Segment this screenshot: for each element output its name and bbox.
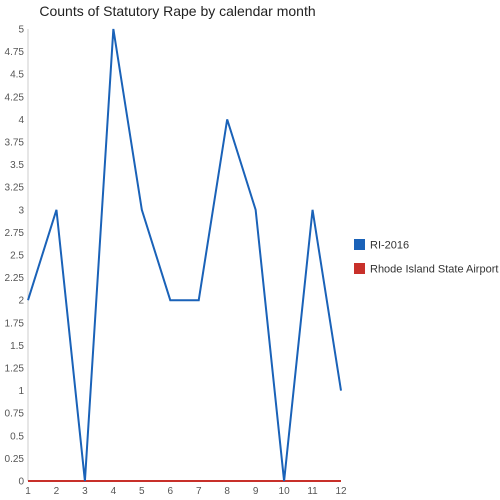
y-tick-label: 0.25 <box>5 454 25 465</box>
series-line-ri-2016 <box>27 28 342 482</box>
y-tick-label: 1.25 <box>5 364 25 375</box>
y-tick-label: 0.75 <box>5 409 25 420</box>
y-tick-label: 3.75 <box>5 138 25 149</box>
x-axis-ticks: 1 2 3 4 5 6 7 8 9 10 11 12 <box>25 486 347 497</box>
y-tick-label: 2 <box>18 296 24 307</box>
x-tick-label: 11 <box>307 486 318 497</box>
x-tick-label: 7 <box>196 486 202 497</box>
legend: RI-2016 Rhode Island State Airport <box>354 239 498 276</box>
x-tick-label: 12 <box>335 486 347 497</box>
x-tick-label: 8 <box>224 486 230 497</box>
x-tick-label: 3 <box>82 486 88 497</box>
y-tick-label: 2.75 <box>5 228 25 239</box>
y-tick-label: 4.75 <box>5 47 25 58</box>
y-tick-label: 0.5 <box>10 431 24 442</box>
y-tick-label: 1 <box>18 386 24 397</box>
legend-label: RI-2016 <box>370 240 409 252</box>
y-tick-label: 4.25 <box>5 92 25 103</box>
y-tick-label: 1.75 <box>5 318 25 329</box>
x-tick-label: 6 <box>167 486 173 497</box>
x-tick-label: 1 <box>25 486 31 497</box>
x-tick-label: 9 <box>253 486 259 497</box>
y-tick-label: 4 <box>18 115 24 126</box>
legend-swatch <box>354 263 365 274</box>
x-tick-label: 2 <box>54 486 60 497</box>
legend-swatch <box>354 239 365 250</box>
y-axis-ticks: 0 0.25 0.5 0.75 1 1.25 1.5 1.75 2 2.25 2.5 2.75 3 3.2… <box>5 25 25 488</box>
x-tick-label: 10 <box>279 486 291 497</box>
y-tick-label: 3.25 <box>5 183 25 194</box>
chart-title: Counts of Statutory Rape by calendar mon… <box>39 3 316 19</box>
y-tick-label: 3.5 <box>10 160 24 171</box>
x-tick-label: 5 <box>139 486 145 497</box>
y-tick-label: 5 <box>18 25 24 36</box>
y-tick-label: 2.25 <box>5 273 25 284</box>
x-tick-label: 4 <box>111 486 117 497</box>
legend-label: Rhode Island State Airport <box>370 264 498 276</box>
y-tick-label: 0 <box>18 477 24 488</box>
y-tick-label: 4.5 <box>10 70 24 81</box>
y-tick-label: 1.5 <box>10 341 24 352</box>
y-tick-label: 3 <box>18 205 24 216</box>
series-lines <box>27 28 342 482</box>
y-tick-label: 2.5 <box>10 251 24 262</box>
